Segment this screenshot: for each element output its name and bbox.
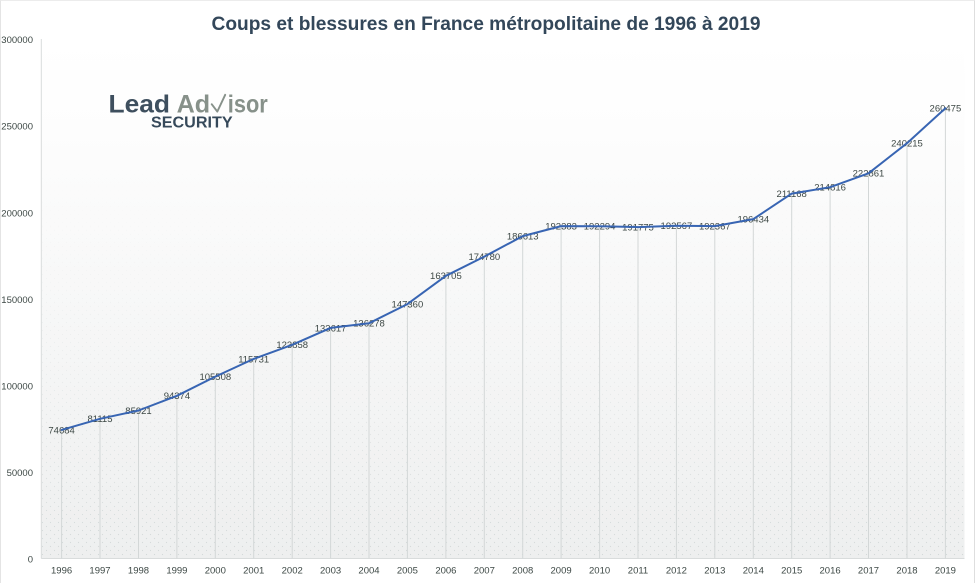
svg-text:2005: 2005 (397, 565, 418, 576)
svg-text:Coups et blessures en France m: Coups et blessures en France métropolita… (212, 14, 761, 35)
svg-text:2013: 2013 (704, 565, 725, 576)
svg-text:2011: 2011 (628, 565, 648, 576)
svg-text:2014: 2014 (743, 565, 764, 576)
svg-text:1997: 1997 (89, 565, 110, 576)
svg-text:150000: 150000 (1, 295, 33, 306)
svg-text:2016: 2016 (820, 565, 841, 576)
svg-text:2001: 2001 (243, 565, 264, 576)
svg-text:2006: 2006 (435, 565, 456, 576)
svg-text:2002: 2002 (282, 565, 303, 576)
svg-text:200000: 200000 (1, 208, 33, 219)
svg-text:300000: 300000 (1, 35, 33, 46)
svg-text:2008: 2008 (512, 565, 533, 576)
svg-text:1999: 1999 (166, 565, 187, 576)
svg-text:2017: 2017 (858, 565, 879, 576)
svg-text:1998: 1998 (128, 565, 149, 576)
svg-text:Ad: Ad (177, 90, 211, 118)
svg-text:2018: 2018 (896, 565, 917, 576)
svg-text:2000: 2000 (205, 565, 226, 576)
svg-text:Lead: Lead (109, 90, 171, 118)
svg-text:100000: 100000 (1, 382, 33, 393)
svg-text:250000: 250000 (1, 122, 33, 133)
svg-text:2003: 2003 (320, 565, 341, 576)
svg-text:2015: 2015 (781, 565, 802, 576)
svg-text:2019: 2019 (935, 565, 956, 576)
svg-text:2009: 2009 (551, 565, 572, 576)
svg-text:SECURITY: SECURITY (151, 115, 233, 132)
svg-text:50000: 50000 (7, 468, 33, 479)
svg-text:2004: 2004 (358, 565, 379, 576)
svg-text:isor: isor (228, 90, 268, 118)
svg-text:2007: 2007 (474, 565, 495, 576)
svg-text:1996: 1996 (51, 565, 72, 576)
svg-text:2010: 2010 (589, 565, 610, 576)
svg-text:0: 0 (28, 555, 33, 566)
svg-text:2012: 2012 (666, 565, 687, 576)
